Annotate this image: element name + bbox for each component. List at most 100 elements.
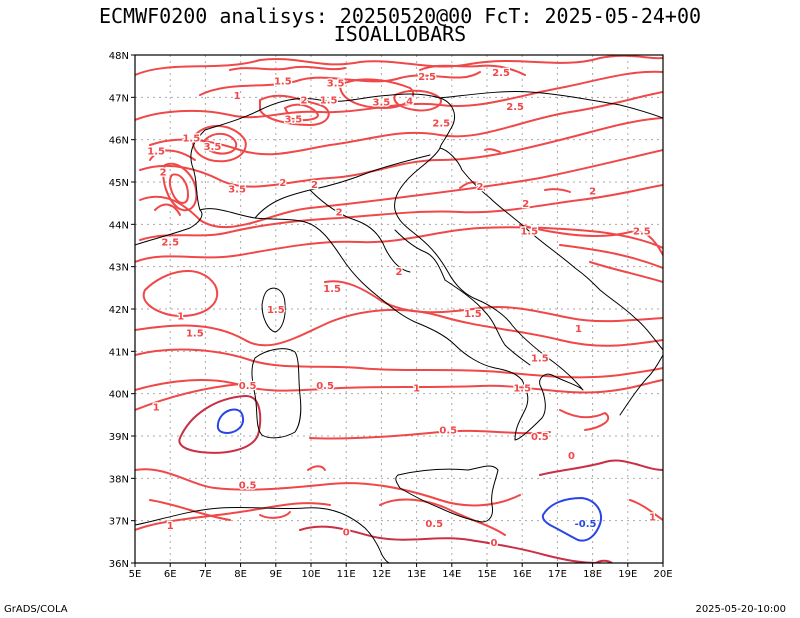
lon-tick-label: 6E (164, 569, 177, 580)
contour-labels: 1.5 3.5 2.5 2.5 1 2 1.5 3.5 4 2.5 3.5 2.5 1.5 3.5 1.5 2… (146, 67, 657, 550)
contour-label: -0.5 (575, 519, 597, 530)
contour-line (168, 173, 189, 204)
contour-label: 1 (167, 521, 174, 532)
lat-tick-label: 38N (109, 474, 129, 485)
contour-line (299, 525, 601, 563)
contour-label: 4 (406, 97, 413, 108)
chart-subtitle: ISOALLOBARS (333, 22, 467, 46)
france-coast (135, 209, 203, 246)
contour-line (309, 429, 551, 440)
region-border (444, 279, 506, 346)
contour-line (203, 132, 238, 155)
lat-tick-label: 46N (109, 136, 129, 147)
latitude-labels: 48N 47N 46N 45N 44N 43N 42N 41N 40N 39N 38N 37N 36N (109, 51, 129, 570)
contour-label: 1.5 (464, 309, 482, 320)
lon-tick-label: 13E (407, 569, 426, 580)
contour-line (544, 188, 571, 193)
contour-line (135, 379, 663, 394)
contour-line (154, 203, 181, 216)
lon-tick-label: 20E (653, 569, 672, 580)
region-border (504, 344, 531, 366)
contour-label: 1 (177, 311, 184, 322)
footer-timestamp: 2025-05-20-10:00 (695, 604, 786, 615)
region-border (254, 154, 431, 219)
contour-line (135, 308, 663, 347)
contour-line (192, 124, 247, 163)
contour-line (539, 459, 663, 476)
contour-label: 2 (522, 199, 529, 210)
contour-label: 1 (649, 512, 656, 523)
lon-tick-label: 5E (129, 569, 142, 580)
contour-line (135, 468, 521, 507)
contour-label: 2 (336, 208, 343, 219)
zero-isoallobar-contours (178, 394, 663, 563)
lon-tick-label: 12E (372, 569, 391, 580)
contour-line (589, 261, 663, 283)
contour-label: 0.5 (425, 519, 443, 530)
contour-label: 3.5 (285, 115, 303, 126)
sicily-coast (395, 465, 499, 523)
contour-label: 2.5 (161, 237, 179, 248)
contour-label: 1.5 (513, 383, 531, 394)
contour-label: 1.5 (267, 305, 285, 316)
contour-label: 1 (575, 324, 582, 335)
contour-label: 0.5 (239, 381, 257, 392)
contour-line (135, 55, 663, 76)
footer-software: GrADS/COLA (4, 604, 68, 615)
contour-line (139, 184, 663, 241)
lon-tick-label: 7E (199, 569, 212, 580)
contour-line (324, 280, 663, 323)
contour-line (135, 348, 663, 379)
contour-label: 0.5 (316, 381, 334, 392)
contour-label: 1.5 (323, 284, 341, 295)
contour-line (178, 394, 262, 454)
contour-line (379, 498, 506, 536)
contour-label: 1 (153, 402, 160, 413)
contour-line (259, 94, 330, 126)
contour-label: 1.5 (320, 95, 338, 106)
region-border (309, 189, 411, 273)
contour-label: 1.5 (182, 134, 200, 145)
contour-line (216, 408, 244, 434)
contour-label: 0.5 (439, 426, 457, 437)
contour-label: 2 (396, 267, 403, 278)
contour-line (199, 71, 481, 96)
contour-line (541, 497, 602, 542)
lat-tick-label: 45N (109, 178, 129, 189)
lon-tick-label: 17E (548, 569, 567, 580)
contour-line (629, 499, 663, 521)
lon-tick-label: 19E (618, 569, 637, 580)
contour-line (259, 511, 291, 519)
lat-tick-label: 43N (109, 263, 129, 274)
contour-line (559, 244, 663, 269)
contour-label: 2 (160, 167, 167, 178)
adriatic-east-coast (439, 147, 663, 351)
contour-label: 3.5 (204, 142, 222, 153)
country-border (190, 93, 455, 211)
contour-line (339, 78, 415, 109)
contour-line (559, 409, 610, 431)
lon-tick-label: 16E (513, 569, 532, 580)
contour-label: 1.5 (520, 227, 538, 238)
country-border (439, 91, 663, 119)
contour-label: 2.5 (633, 227, 651, 238)
contour-line (519, 224, 663, 256)
axis-ticks (131, 54, 664, 567)
contour-line (393, 89, 442, 112)
lat-tick-label: 44N (109, 220, 129, 231)
contour-line (284, 103, 319, 122)
contour-line (162, 162, 198, 212)
negative-isoallobar-contours (216, 408, 602, 542)
sardinia-coast (251, 348, 302, 439)
contour-label: 0.5 (239, 481, 257, 492)
contour-label: 2 (300, 95, 307, 106)
lon-tick-label: 11E (337, 569, 356, 580)
contour-line (229, 65, 346, 71)
lon-tick-label: 8E (234, 569, 247, 580)
contour-label: 2.5 (432, 119, 450, 130)
contour-label: 0.5 (531, 432, 549, 443)
chart-title: ECMWF0200 analisys: 20250520@00 FcT: 202… (98, 4, 702, 28)
lat-tick-label: 48N (109, 51, 129, 62)
italy-coast (199, 147, 584, 441)
